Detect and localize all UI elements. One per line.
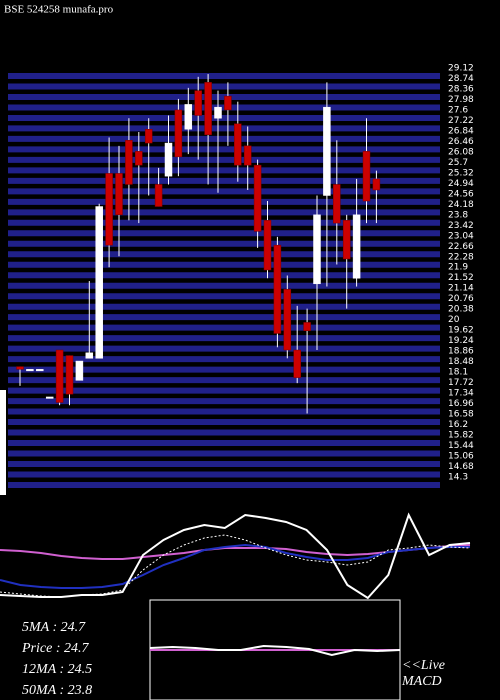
y-tick-label: 24.56 <box>448 189 474 199</box>
y-tick-label: 27.22 <box>448 116 474 126</box>
y-tick-label: 17.72 <box>448 378 474 388</box>
candle-body <box>283 289 292 351</box>
y-tick-label: 16.2 <box>448 420 468 430</box>
y-tick-label: 20.76 <box>448 294 474 304</box>
candle-body <box>362 151 371 202</box>
y-tick-label: 17.34 <box>448 389 474 399</box>
y-tick-label: 24.94 <box>448 179 474 189</box>
y-tick-label: 18.48 <box>448 357 474 367</box>
candle-body <box>323 106 331 196</box>
chart-title: BSE 524258 munafa.pro <box>4 4 114 16</box>
candle-body <box>65 355 74 395</box>
y-tick-label: 29.12 <box>448 64 474 74</box>
candle-body <box>85 352 94 359</box>
live-label: <<Live <box>402 658 445 673</box>
y-tick-label: 19.24 <box>448 336 474 346</box>
candle-body <box>55 349 64 403</box>
y-tick-label: 28.74 <box>448 74 474 84</box>
candle-body <box>234 123 242 166</box>
candle-body <box>135 151 143 166</box>
y-tick-label: 15.44 <box>448 441 474 451</box>
candle-body <box>263 220 272 271</box>
candle-body <box>144 129 153 144</box>
candle-body <box>352 214 361 279</box>
y-tick-label: 15.82 <box>448 431 474 441</box>
y-tick-label: 24.18 <box>448 200 474 210</box>
y-tick-label: 22.28 <box>448 252 474 262</box>
candle-body <box>26 369 34 372</box>
candle-body <box>333 184 341 224</box>
candle-body <box>36 369 44 372</box>
candle-body <box>154 184 163 207</box>
candle-body <box>194 90 202 116</box>
y-tick-label: 21.14 <box>448 284 474 294</box>
y-tick-label: 26.08 <box>448 147 474 157</box>
y-tick-label: 28.36 <box>448 84 474 94</box>
y-tick-label: 25.32 <box>448 168 474 178</box>
stat-label: 12MA : 24.5 <box>22 662 92 677</box>
indicator-line <box>149 644 401 657</box>
candle-body <box>45 396 54 399</box>
y-tick-label: 21.9 <box>448 263 468 273</box>
edge-bar <box>0 390 6 495</box>
y-tick-label: 21.52 <box>448 273 474 283</box>
y-tick-label: 18.86 <box>448 347 474 357</box>
y-tick-label: 25.7 <box>448 158 468 168</box>
candle-body <box>342 220 351 260</box>
candle-body <box>372 178 381 191</box>
candle-body <box>214 106 222 119</box>
y-tick-label: 16.58 <box>448 410 474 420</box>
y-tick-label: 19.62 <box>448 326 474 336</box>
stat-label: 50MA : 23.8 <box>22 683 92 698</box>
candle-body <box>303 322 311 331</box>
indicator-line <box>0 512 471 600</box>
candle-body <box>115 173 123 216</box>
y-tick-label: 26.84 <box>448 126 474 136</box>
y-tick-label: 14.68 <box>448 462 474 472</box>
y-tick-label: 23.42 <box>448 221 474 231</box>
candle-body <box>125 140 133 185</box>
candle-body <box>105 173 113 246</box>
candle-body <box>184 104 193 130</box>
indicator-line <box>0 544 471 560</box>
candle-body <box>253 164 262 232</box>
candle-body <box>75 360 84 381</box>
y-tick-label: 15.06 <box>448 451 474 461</box>
indicator-line <box>0 534 471 598</box>
candle-body <box>273 244 282 334</box>
candle-body <box>313 214 321 285</box>
candle-body <box>95 206 103 359</box>
stat-label: Price : 24.7 <box>21 641 89 656</box>
y-tick-label: 14.3 <box>448 472 468 482</box>
y-tick-label: 22.66 <box>448 242 474 252</box>
y-tick-label: 16.96 <box>448 399 474 409</box>
candle-body <box>174 109 183 158</box>
candle-body <box>293 349 301 378</box>
macd-label: MACD <box>401 674 442 689</box>
y-tick-label: 18.1 <box>448 368 468 378</box>
y-tick-label: 27.6 <box>448 105 468 115</box>
indicator-line <box>0 543 470 589</box>
candle-body <box>224 95 232 111</box>
candle-body <box>16 366 24 370</box>
y-tick-label: 27.98 <box>448 95 474 105</box>
y-tick-label: 20 <box>448 315 460 325</box>
y-tick-label: 23.04 <box>448 231 474 241</box>
candle-body <box>243 145 252 166</box>
candle-body <box>204 82 212 136</box>
y-tick-label: 26.46 <box>448 137 474 147</box>
candle-body <box>164 142 173 177</box>
y-tick-label: 23.8 <box>448 210 468 220</box>
y-tick-label: 20.38 <box>448 305 474 315</box>
stat-label: 5MA : 24.7 <box>22 620 86 635</box>
